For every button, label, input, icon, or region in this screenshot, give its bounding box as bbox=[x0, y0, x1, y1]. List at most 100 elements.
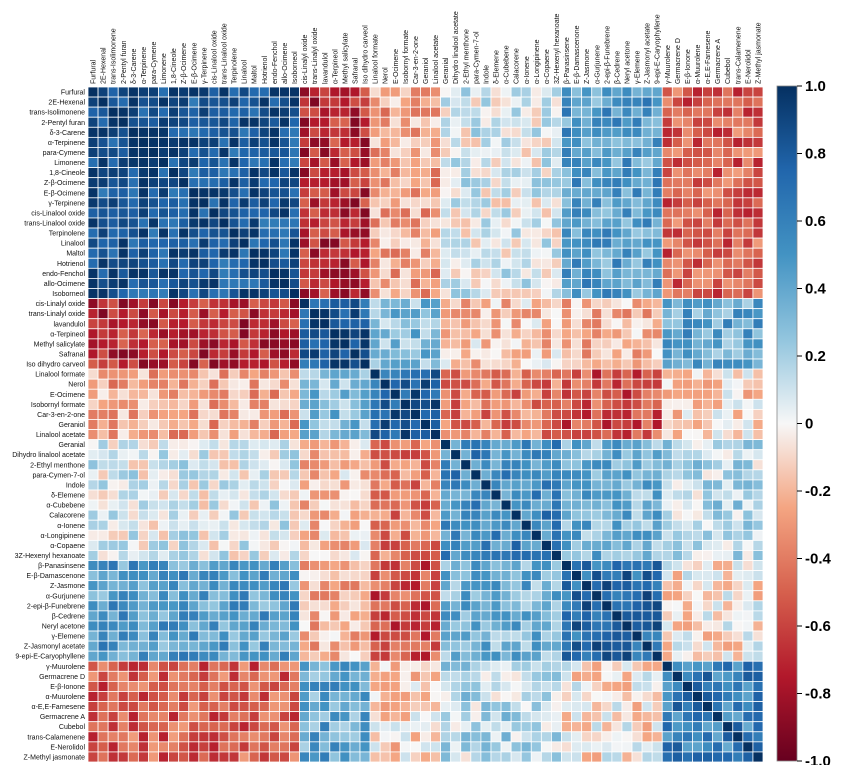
heatmap-cell bbox=[651, 187, 663, 199]
heatmap-cell bbox=[399, 227, 411, 239]
heatmap-cell bbox=[682, 529, 693, 541]
heatmap-cell bbox=[319, 459, 331, 471]
heatmap-cell bbox=[722, 267, 734, 279]
heatmap-cell bbox=[379, 630, 391, 642]
heatmap-cell bbox=[651, 338, 663, 350]
heatmap-cell bbox=[349, 509, 361, 521]
heatmap-cell bbox=[581, 429, 593, 441]
heatmap-cell bbox=[148, 721, 159, 733]
heatmap-cell bbox=[682, 539, 693, 551]
heatmap-cell bbox=[148, 197, 159, 209]
column-label: E-Nerolidol bbox=[745, 49, 752, 84]
heatmap-cell bbox=[682, 499, 693, 511]
heatmap-cell bbox=[117, 459, 129, 471]
heatmap-cell bbox=[571, 177, 583, 189]
heatmap-cell bbox=[480, 96, 492, 108]
heatmap-cell bbox=[732, 600, 744, 612]
heatmap-cell bbox=[591, 459, 603, 471]
heatmap-cell bbox=[430, 630, 442, 642]
heatmap-cell bbox=[148, 439, 159, 451]
heatmap-cell bbox=[702, 247, 714, 259]
heatmap-cell bbox=[540, 640, 552, 652]
heatmap-cell bbox=[742, 96, 754, 108]
heatmap-cell bbox=[601, 479, 613, 491]
heatmap-cell bbox=[87, 96, 99, 108]
heatmap-cell bbox=[500, 136, 512, 148]
heatmap-cell bbox=[268, 398, 280, 410]
heatmap-cell bbox=[319, 539, 331, 551]
heatmap-cell bbox=[470, 570, 482, 582]
heatmap-cell bbox=[480, 570, 492, 582]
heatmap-cell bbox=[97, 126, 109, 138]
heatmap-cell bbox=[460, 691, 472, 702]
heatmap-cell bbox=[319, 247, 331, 259]
heatmap-cell bbox=[238, 298, 250, 310]
heatmap-cell bbox=[611, 449, 623, 461]
row-label: Z-β-Ocimene bbox=[44, 180, 85, 187]
heatmap-cell bbox=[97, 378, 109, 390]
heatmap-cell bbox=[591, 539, 603, 551]
heatmap-cell bbox=[329, 197, 341, 209]
heatmap-cell bbox=[399, 96, 411, 108]
heatmap-cell bbox=[399, 338, 411, 350]
heatmap-cell bbox=[87, 640, 99, 652]
heatmap-cell bbox=[450, 96, 462, 108]
heatmap-cell bbox=[309, 308, 321, 320]
heatmap-cell bbox=[460, 660, 472, 672]
heatmap-cell bbox=[450, 388, 462, 400]
heatmap-cell bbox=[158, 227, 169, 239]
heatmap-cell bbox=[621, 408, 633, 420]
heatmap-cell bbox=[188, 610, 200, 622]
heatmap-cell bbox=[389, 378, 401, 390]
heatmap-cell bbox=[279, 398, 290, 410]
heatmap-cell bbox=[198, 227, 210, 239]
heatmap-cell bbox=[480, 388, 492, 400]
heatmap-cell bbox=[682, 288, 693, 299]
heatmap-cell bbox=[238, 217, 250, 229]
heatmap-cell bbox=[520, 590, 532, 602]
heatmap-cell bbox=[359, 167, 371, 179]
heatmap-cell bbox=[611, 701, 623, 713]
heatmap-cell bbox=[87, 499, 99, 511]
heatmap-cell bbox=[349, 157, 361, 168]
heatmap-cell bbox=[712, 590, 724, 602]
heatmap-cell bbox=[732, 157, 744, 168]
heatmap-cell bbox=[722, 751, 734, 763]
heatmap-cell bbox=[188, 368, 200, 380]
heatmap-cell bbox=[712, 630, 724, 642]
heatmap-cell bbox=[591, 217, 603, 229]
heatmap-cell bbox=[651, 328, 663, 340]
heatmap-cell bbox=[198, 96, 210, 108]
heatmap-cell bbox=[107, 358, 119, 370]
heatmap-cell bbox=[530, 741, 542, 753]
heatmap-cell bbox=[238, 519, 250, 531]
heatmap-cell bbox=[571, 106, 583, 118]
heatmap-cell bbox=[97, 338, 109, 350]
heatmap-cell bbox=[651, 449, 663, 461]
column-label: cis-Linalool oxide bbox=[211, 30, 218, 84]
heatmap-cell bbox=[228, 570, 240, 582]
heatmap-cell bbox=[87, 408, 99, 420]
heatmap-cell bbox=[178, 227, 190, 239]
heatmap-cell bbox=[551, 136, 562, 148]
heatmap-cell bbox=[258, 459, 270, 471]
heatmap-cell bbox=[349, 136, 361, 148]
heatmap-cell bbox=[520, 469, 532, 481]
heatmap-cell bbox=[651, 267, 663, 279]
heatmap-cell bbox=[440, 267, 452, 279]
heatmap-cell bbox=[359, 177, 371, 189]
heatmap-cell bbox=[420, 126, 431, 138]
heatmap-cell bbox=[369, 580, 381, 592]
heatmap-cell bbox=[682, 449, 693, 461]
heatmap-cell bbox=[107, 731, 119, 743]
heatmap-cell bbox=[722, 368, 734, 380]
heatmap-cell bbox=[611, 398, 623, 410]
heatmap-cell bbox=[268, 620, 280, 632]
heatmap-cell bbox=[440, 207, 452, 219]
heatmap-cell bbox=[561, 116, 572, 128]
heatmap-cell bbox=[218, 429, 230, 441]
heatmap-cell bbox=[551, 489, 562, 501]
heatmap-cell bbox=[198, 197, 210, 209]
heatmap-cell bbox=[520, 701, 532, 713]
heatmap-cell bbox=[682, 691, 693, 702]
